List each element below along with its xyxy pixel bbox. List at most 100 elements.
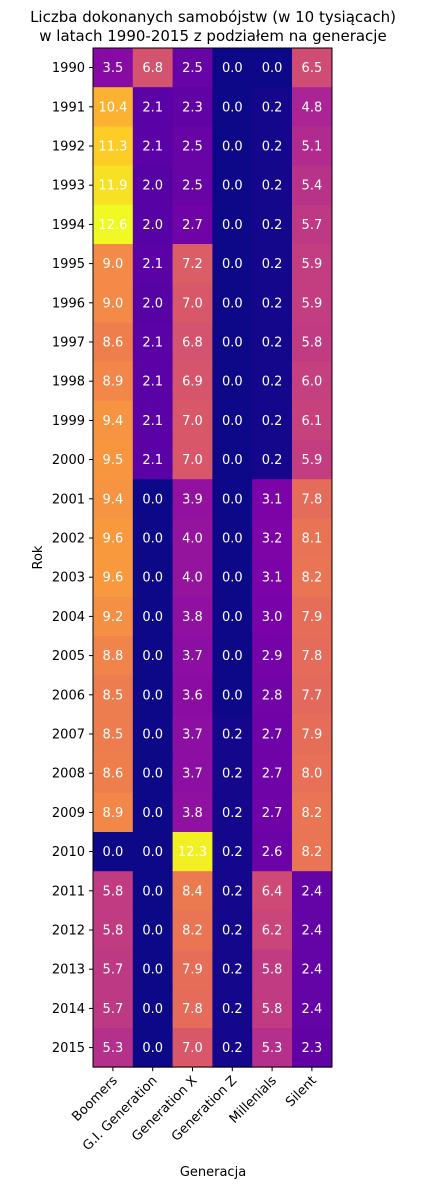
cell-value-label: 0.2	[222, 845, 243, 860]
cell-value-label: 0.0	[222, 610, 243, 625]
cell-value-label: 7.8	[302, 649, 323, 664]
heatmap-cell	[172, 910, 213, 951]
heatmap-cells	[93, 48, 333, 1068]
y-tick-label: 2008	[52, 767, 85, 782]
y-tick-label: 2007	[52, 728, 85, 743]
heatmap-cell	[93, 400, 134, 441]
cell-value-label: 0.0	[142, 610, 163, 625]
heatmap-cell	[292, 126, 333, 167]
cell-value-label: 5.7	[103, 1002, 124, 1017]
cell-value-label: 2.0	[142, 179, 163, 194]
heatmap-cell	[212, 988, 253, 1029]
heatmap-cell	[292, 518, 333, 559]
heatmap-cell	[172, 596, 213, 637]
heatmap-cell	[132, 126, 174, 167]
heatmap-cell	[172, 792, 213, 833]
heatmap-cell	[93, 949, 134, 990]
heatmap-cell	[172, 322, 213, 363]
cell-value-label: 3.7	[182, 649, 203, 664]
cell-value-label: 0.0	[222, 179, 243, 194]
heatmap-cell	[172, 636, 213, 676]
cell-value-label: 6.9	[182, 375, 203, 390]
heatmap-cell	[93, 322, 134, 363]
heatmap-cell	[212, 596, 253, 637]
y-tick-label: 1997	[52, 336, 85, 351]
cell-value-label: 8.4	[182, 884, 203, 899]
cell-value-label: 0.2	[262, 179, 283, 194]
cell-value-label: 3.1	[262, 571, 283, 586]
heatmap-cell	[212, 165, 253, 206]
cell-value-label: 0.0	[222, 257, 243, 272]
heatmap-cell	[93, 792, 134, 833]
y-tick-label: 2006	[52, 688, 85, 703]
heatmap-cell	[212, 910, 253, 951]
heatmap-cell	[132, 871, 174, 911]
cell-value-label: 0.0	[142, 688, 163, 703]
heatmap-cell	[172, 244, 213, 284]
cell-value-label: 0.0	[142, 649, 163, 664]
cell-value-label: 0.0	[222, 336, 243, 351]
cell-value-label: 4.0	[182, 571, 203, 586]
cell-value-label: 2.7	[262, 806, 283, 821]
heatmap-cell	[132, 792, 174, 833]
cell-value-label: 9.6	[103, 532, 124, 547]
heatmap-cell	[292, 400, 333, 441]
cell-value-label: 0.0	[222, 140, 243, 155]
cell-value-label: 3.5	[103, 61, 124, 76]
chart-title-line-2: w latach 1990-2015 z podziałem na genera…	[39, 27, 386, 45]
cell-value-label: 5.8	[103, 884, 124, 899]
heatmap-cell	[172, 753, 213, 794]
cell-value-label: 0.0	[222, 296, 243, 311]
heatmap-cell	[93, 204, 134, 245]
x-axis-label: Generacja	[180, 1165, 246, 1180]
cell-value-label: 2.6	[262, 845, 283, 860]
cell-value-label: 8.9	[103, 806, 124, 821]
cell-value-label: 0.0	[222, 688, 243, 703]
cell-value-label: 9.4	[103, 492, 124, 507]
heatmap-cell	[132, 1028, 174, 1068]
heatmap-cell	[172, 518, 213, 559]
cell-value-label: 0.0	[142, 884, 163, 899]
heatmap-cell	[132, 557, 174, 598]
cell-value-label: 2.0	[142, 296, 163, 311]
cell-value-label: 3.8	[182, 806, 203, 821]
heatmap-cell	[172, 1028, 213, 1068]
heatmap-cell	[132, 204, 174, 245]
heatmap-cell	[292, 244, 333, 284]
y-tick-label: 1992	[52, 140, 85, 155]
y-tick-label: 2011	[52, 884, 85, 899]
cell-value-label: 3.1	[262, 492, 283, 507]
heatmap-cell	[252, 596, 293, 637]
cell-value-label: 2.3	[182, 100, 203, 115]
heatmap-cell	[252, 322, 293, 363]
heatmap-cell	[292, 361, 333, 402]
heatmap-cell	[172, 675, 213, 715]
heatmap-cell	[132, 48, 174, 88]
y-axis-ticks: 1990 1991 1992 1993 1994 1995 1996 1997 1998 1999…	[52, 61, 93, 1056]
cell-value-label: 6.8	[142, 61, 163, 76]
heatmap-cell	[132, 283, 174, 323]
cell-value-label: 0.0	[142, 1041, 163, 1056]
heatmap-cell	[172, 165, 213, 206]
cell-value-label: 0.2	[262, 100, 283, 115]
cell-value-label: 0.0	[103, 845, 124, 860]
heatmap-cell	[93, 832, 134, 872]
heatmap-cell	[212, 126, 253, 167]
cell-value-label: 12.6	[98, 218, 127, 233]
y-tick-label: 2009	[52, 806, 85, 821]
cell-value-label: 0.0	[142, 924, 163, 939]
heatmap-cell	[93, 557, 134, 598]
heatmap-cell	[172, 283, 213, 323]
cell-value-label: 3.8	[182, 610, 203, 625]
cell-value-label: 3.2	[262, 532, 283, 547]
cell-value-label: 10.4	[98, 100, 127, 115]
heatmap-cell	[93, 126, 134, 167]
heatmap-cell	[132, 479, 174, 519]
heatmap-cell	[93, 988, 134, 1029]
heatmap-cell	[132, 988, 174, 1029]
cell-value-label: 8.6	[103, 336, 124, 351]
cell-value-label: 0.2	[222, 806, 243, 821]
cell-value-label: 7.0	[182, 296, 203, 311]
cell-value-label: 2.7	[262, 767, 283, 782]
y-tick-label: 1994	[52, 218, 85, 233]
